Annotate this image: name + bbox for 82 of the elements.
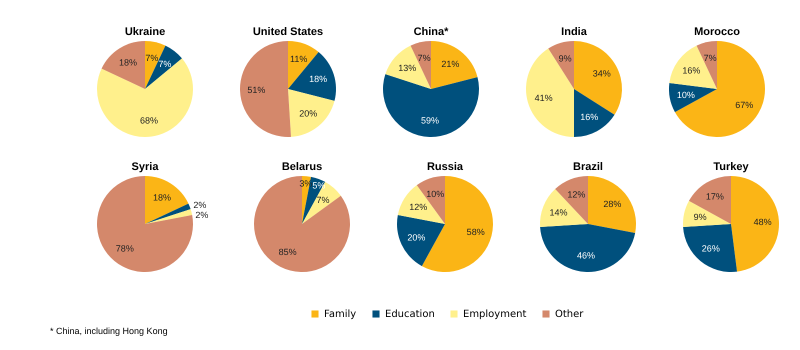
pie-slice <box>97 176 193 272</box>
pie-slice <box>288 89 334 137</box>
pie-slice <box>669 82 717 112</box>
data-label: 67% <box>735 100 754 110</box>
chart-title: Syria <box>132 161 160 173</box>
pie-slice <box>683 200 731 228</box>
legend-label: Employment <box>463 309 526 320</box>
data-label: 7% <box>418 53 431 64</box>
chart-title: Turkey <box>713 161 750 173</box>
data-label: 68% <box>140 115 158 126</box>
pie-slice <box>574 89 615 137</box>
data-label: 11% <box>290 54 308 64</box>
data-label: 59% <box>420 116 440 126</box>
pie-slice <box>145 46 182 89</box>
legend-label: Education <box>385 309 435 320</box>
text: * China, including Hong Kong <box>50 326 168 336</box>
data-label: 78% <box>116 243 134 254</box>
data-label: 16% <box>580 112 598 122</box>
chart-title: India <box>561 26 588 38</box>
pie-slice <box>254 176 350 272</box>
data-label: 20% <box>407 232 426 242</box>
data-label: 20% <box>299 108 318 118</box>
chart-title: Morocco <box>694 26 740 38</box>
pie-slice <box>145 209 192 224</box>
pie-slice <box>431 41 478 89</box>
data-label: 21% <box>441 58 460 69</box>
chart-title: Brazil <box>573 161 603 173</box>
data-label: 12% <box>409 202 428 212</box>
data-label: 26% <box>702 243 720 254</box>
legend-label: Family <box>324 309 356 320</box>
pie-slice <box>683 224 738 272</box>
data-label: 7% <box>158 58 172 69</box>
data-label: 18% <box>119 57 138 68</box>
pie-slice <box>398 185 445 224</box>
pie-slice <box>540 189 588 228</box>
chart-title: Ukraine <box>124 26 166 38</box>
data-label: 7% <box>704 53 717 64</box>
chart-title: United States <box>252 26 324 38</box>
pie-slice <box>731 176 779 272</box>
data-label: 2% <box>195 210 208 220</box>
data-label: 41% <box>534 92 553 103</box>
data-label: 2% <box>193 200 206 210</box>
data-label: 7% <box>145 53 158 64</box>
pie-slice <box>548 41 574 89</box>
chart-title: China* <box>414 26 450 38</box>
data-label: 9% <box>558 54 572 64</box>
data-label: 10% <box>426 188 444 199</box>
data-label: 18% <box>152 192 171 202</box>
data-label: 28% <box>603 198 622 209</box>
pie-slice <box>145 204 191 224</box>
data-label: 46% <box>577 250 596 261</box>
data-label: 85% <box>278 247 297 258</box>
pie-slice <box>540 224 636 272</box>
pie-slice <box>288 52 336 101</box>
data-label: 12% <box>567 190 586 200</box>
data-label: 10% <box>676 90 695 100</box>
data-label: 9% <box>694 212 707 222</box>
data-label: 13% <box>398 63 416 74</box>
pie-slice <box>397 215 445 266</box>
pie-slice <box>588 176 636 233</box>
data-label: 18% <box>309 74 328 84</box>
legend-label: Other <box>555 309 584 320</box>
data-label: 51% <box>247 84 266 95</box>
data-label: 16% <box>682 65 700 76</box>
data-label: 14% <box>550 207 568 218</box>
data-label: 48% <box>754 217 772 228</box>
pie-slice <box>669 46 717 89</box>
pie-slice <box>145 176 188 224</box>
pie-slice <box>574 41 622 115</box>
chart-title: Belarus <box>282 161 322 173</box>
data-label: 34% <box>592 68 611 79</box>
pie-slice <box>674 41 765 137</box>
chart-title: Russia <box>426 161 464 173</box>
pie-slice <box>240 41 292 137</box>
pie-slice <box>688 176 731 224</box>
data-label: 7% <box>316 195 330 206</box>
data-label: 17% <box>706 192 724 202</box>
pie-slice <box>385 46 431 89</box>
data-label: 58% <box>466 226 485 237</box>
pie-slice <box>383 74 479 137</box>
pie-slice <box>526 48 574 137</box>
pie-slice <box>102 41 145 89</box>
